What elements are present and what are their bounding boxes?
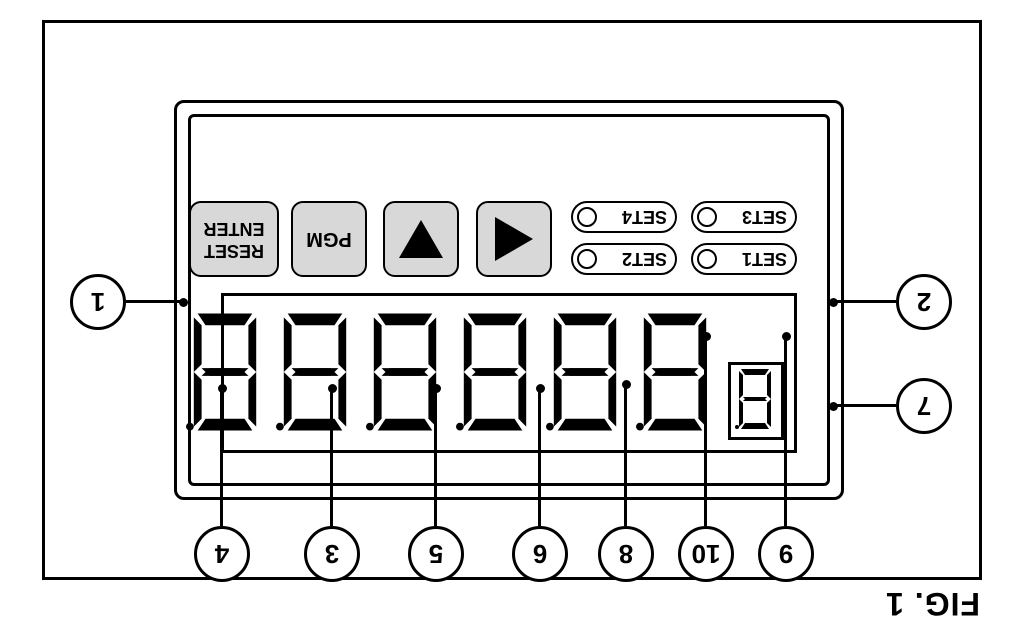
set2-label: SET2 [601, 249, 667, 270]
reset-enter-button[interactable]: RESET ENTER [189, 201, 279, 277]
set1-label: SET1 [721, 249, 787, 270]
set4-indicator: SET4 [571, 201, 677, 233]
callout-2: 2 [896, 274, 952, 330]
lead-1 [126, 300, 182, 303]
digit-1 [636, 307, 714, 437]
lead-6-dot [536, 384, 545, 393]
lead-8 [624, 386, 627, 526]
set3-indicator: SET3 [691, 201, 797, 233]
lead-2-dot [829, 298, 838, 307]
pgm-label: PGM [306, 228, 352, 251]
lead-5-dot [432, 384, 441, 393]
set2-led [577, 249, 597, 269]
callout-5: 5 [408, 526, 464, 582]
digit-3 [456, 307, 534, 437]
lead-4-dot [218, 384, 227, 393]
set1-led [697, 249, 717, 269]
device-bezel: SET1 SET2 SET3 SET4 PG [188, 114, 830, 486]
lead-9 [784, 338, 787, 526]
figure-label: FIG. 1 [885, 585, 980, 622]
callout-9: 9 [758, 526, 814, 582]
device-frame: SET1 SET2 SET3 SET4 PG [174, 100, 844, 500]
aux-digit-frame [728, 362, 784, 440]
lead-1-dot [179, 298, 188, 307]
lead-8-dot [622, 380, 631, 389]
callout-10: 10 [678, 526, 734, 582]
lead-10-dot [702, 332, 711, 341]
lead-3 [330, 390, 333, 526]
set3-led [697, 207, 717, 227]
callout-3: 3 [304, 526, 360, 582]
lead-4 [220, 390, 223, 526]
set4-label: SET4 [601, 207, 667, 228]
left-arrow-icon [495, 217, 533, 261]
lead-2 [836, 300, 896, 303]
digit-2 [546, 307, 624, 437]
lead-6 [538, 390, 541, 526]
left-arrow-button[interactable] [476, 201, 552, 277]
lead-7-dot [829, 402, 838, 411]
display-window [221, 293, 797, 453]
lead-5 [434, 390, 437, 526]
rotated-canvas: FIG. 1 SET1 [0, 0, 1024, 634]
down-arrow-icon [399, 220, 443, 258]
enter-label: ENTER [204, 217, 265, 239]
callout-7: 7 [896, 378, 952, 434]
set3-label: SET3 [721, 207, 787, 228]
pgm-button[interactable]: PGM [291, 201, 367, 277]
callout-4: 4 [194, 526, 250, 582]
lead-10 [704, 338, 707, 526]
digit-6 [186, 307, 264, 437]
callout-6: 6 [512, 526, 568, 582]
down-arrow-button[interactable] [383, 201, 459, 277]
digit-4 [366, 307, 444, 437]
set2-indicator: SET2 [571, 243, 677, 275]
lead-7 [836, 404, 896, 407]
callout-8: 8 [598, 526, 654, 582]
aux-digit [735, 367, 775, 431]
digit-5 [276, 307, 354, 437]
callout-1: 1 [70, 274, 126, 330]
lead-9-dot [782, 332, 791, 341]
set1-indicator: SET1 [691, 243, 797, 275]
reset-label: RESET [204, 239, 264, 261]
set4-led [577, 207, 597, 227]
lead-3-dot [328, 384, 337, 393]
